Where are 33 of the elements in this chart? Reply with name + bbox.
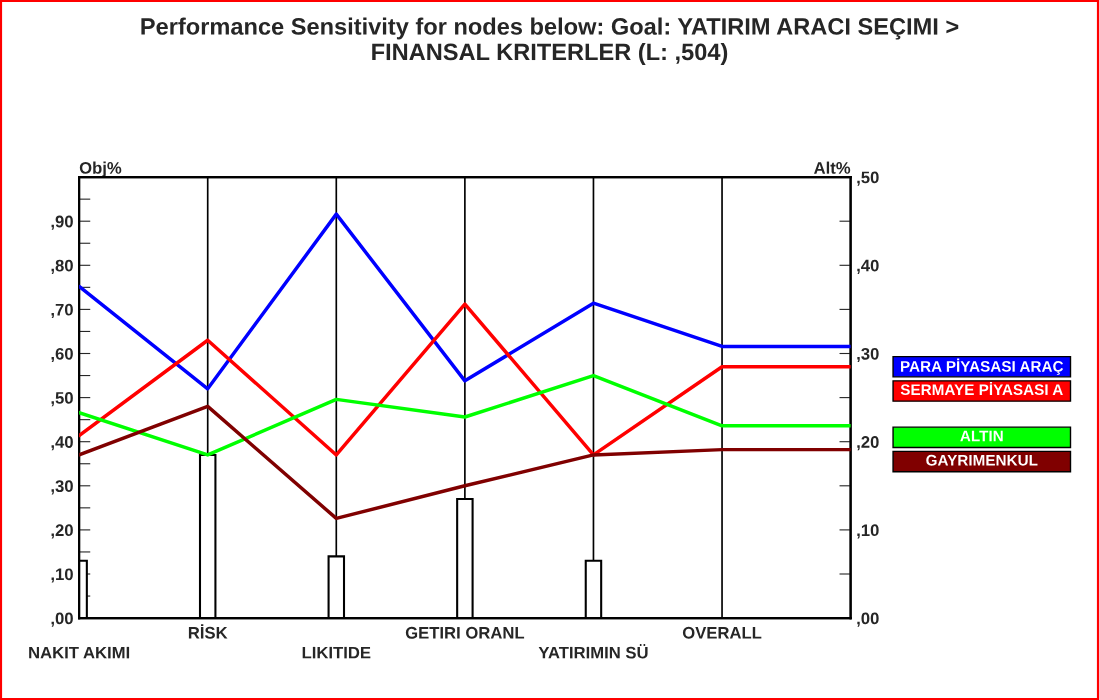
y2-tick-label: ,20 xyxy=(857,436,879,451)
chart-title: Performance Sensitivity for nodes below: Goal: YATIRIM ARACI SEÇIMI > FINANSAL KRITERLER (L: ,504) xyxy=(141,17,959,65)
line-series xyxy=(79,404,851,521)
x-tick-label: RİSK xyxy=(188,624,228,639)
x-tick-label: GETIRI ORANL xyxy=(405,626,525,639)
y-tick-label: ,30 xyxy=(51,480,73,495)
y-tick-label: ,70 xyxy=(51,303,73,319)
y-tick-label: ,60 xyxy=(51,347,73,363)
x-tick-label: YATIRIMIN SÜ xyxy=(538,644,648,659)
y2-tick-label: ,50 xyxy=(857,171,879,186)
line-series xyxy=(79,212,851,391)
y2-tick-label: ,30 xyxy=(857,347,879,363)
y-tick-label: ,50 xyxy=(51,392,73,407)
text: SERMAYE PİYASASI A xyxy=(900,381,1063,396)
y-tick-label: ,00 xyxy=(51,612,73,627)
y2-axis-title: Alt% xyxy=(814,161,851,174)
y2-tick-label: ,40 xyxy=(857,259,879,274)
text: PARA PİYASASI ARAÇ xyxy=(901,358,1064,375)
y-tick-label: ,90 xyxy=(51,215,73,230)
y-tick-label: ,10 xyxy=(51,568,73,583)
text: GAYRIMENKUL xyxy=(926,454,1038,466)
y-tick-label: ,20 xyxy=(51,524,73,539)
y2-tick-label: ,00 xyxy=(857,612,879,627)
line-series xyxy=(79,302,851,457)
y-tick-label: ,80 xyxy=(51,259,73,274)
y-axis-title: Obj% xyxy=(79,161,122,178)
x-tick-label: LIKITIDE xyxy=(302,646,371,659)
y-tick-label: ,40 xyxy=(51,436,73,451)
y2-tick-label: ,10 xyxy=(857,524,879,539)
line-series xyxy=(79,373,851,457)
x-tick-label: OVERALL xyxy=(682,626,762,639)
x-tick-label: NAKIT AKIMI xyxy=(29,646,130,659)
text: ALTIN xyxy=(960,430,1003,442)
